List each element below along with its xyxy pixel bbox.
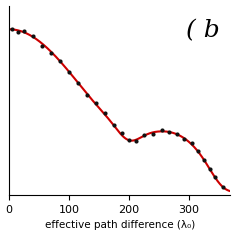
- Point: [168, 130, 171, 134]
- Point: [160, 128, 164, 132]
- Point: [214, 176, 217, 179]
- X-axis label: effective path difference (λ₀): effective path difference (λ₀): [45, 220, 195, 230]
- Point: [190, 141, 194, 145]
- Point: [127, 138, 131, 141]
- Point: [151, 132, 155, 135]
- Point: [134, 139, 138, 143]
- Point: [94, 101, 98, 105]
- Point: [196, 149, 199, 153]
- Point: [142, 134, 146, 137]
- Point: [40, 44, 44, 48]
- Point: [16, 30, 20, 34]
- Point: [76, 81, 80, 84]
- Point: [58, 59, 62, 63]
- Point: [120, 131, 123, 135]
- Point: [85, 93, 89, 97]
- Point: [182, 137, 186, 141]
- Point: [10, 27, 14, 31]
- Text: ( b: ( b: [186, 19, 220, 42]
- Point: [22, 30, 26, 33]
- Point: [175, 132, 178, 136]
- Point: [112, 123, 116, 127]
- Point: [67, 70, 71, 74]
- Point: [31, 34, 35, 38]
- Point: [49, 51, 53, 55]
- Point: [208, 167, 211, 171]
- Point: [103, 112, 107, 115]
- Point: [221, 185, 225, 189]
- Point: [202, 158, 205, 162]
